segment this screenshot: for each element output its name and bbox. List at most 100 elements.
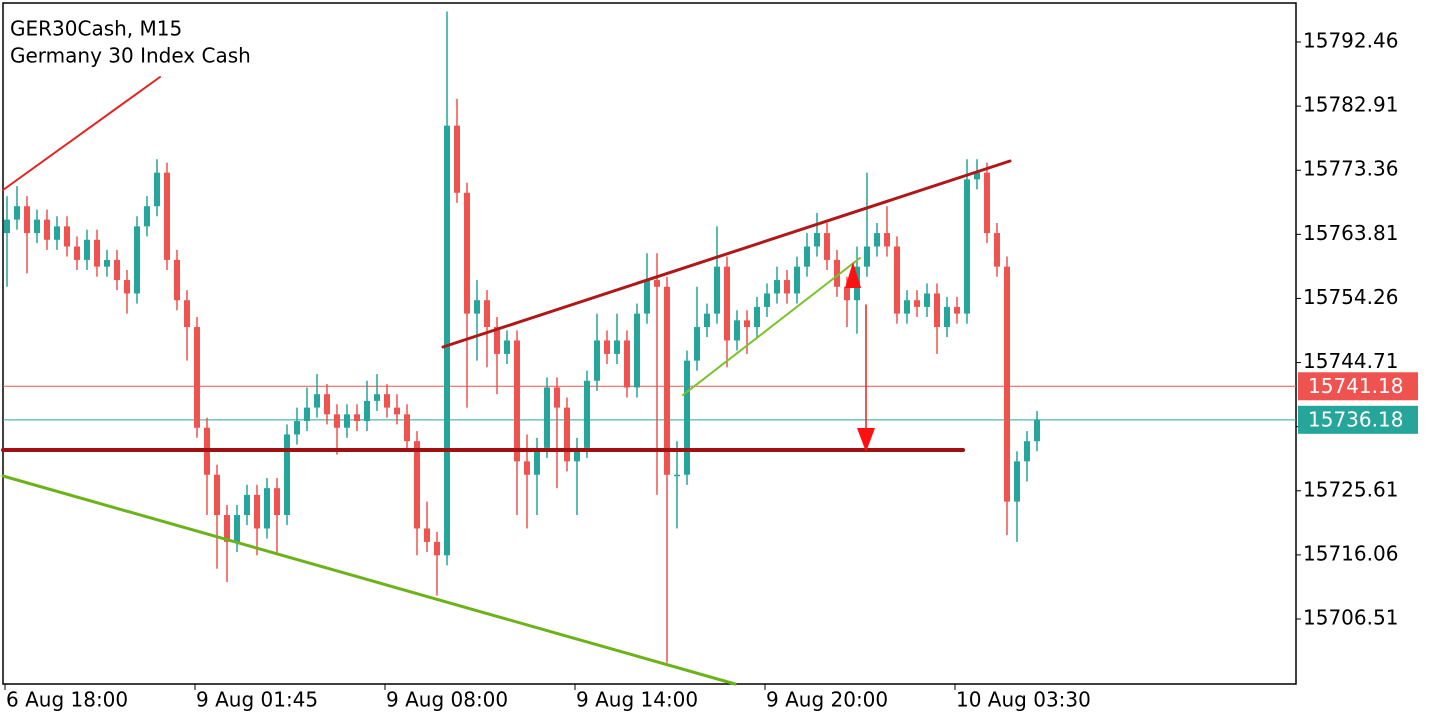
candle-body: [684, 360, 690, 475]
candle-body: [54, 226, 60, 240]
candle-body: [934, 293, 940, 328]
candle-body: [864, 246, 870, 267]
x-tick-label: 9 Aug 08:00: [386, 688, 508, 712]
candle-body: [824, 233, 830, 260]
y-tick-label: 15792.46: [1303, 29, 1398, 53]
candle-body: [1024, 441, 1030, 462]
candle-body: [174, 259, 180, 301]
candle-body: [874, 233, 880, 247]
candle-body: [564, 407, 570, 462]
candle-body: [474, 300, 480, 314]
candle-body: [754, 306, 760, 328]
candle-body: [984, 172, 990, 234]
candle-body: [534, 447, 540, 475]
x-tick-label: 6 Aug 18:00: [6, 688, 128, 712]
y-tick-label: 15744.71: [1303, 349, 1398, 373]
y-tick-label: 15725.61: [1303, 477, 1398, 501]
candle-body: [884, 233, 890, 247]
candle-body: [744, 320, 750, 328]
candle-body: [424, 528, 430, 542]
candle-body: [464, 192, 470, 314]
candle-body: [544, 387, 550, 448]
candle-body: [164, 172, 170, 260]
price-label-box: [1298, 372, 1418, 401]
candle-body: [244, 494, 250, 516]
candle-body: [554, 387, 560, 408]
candle-body: [904, 300, 910, 314]
candle-body: [194, 327, 200, 428]
candle-body: [44, 219, 50, 240]
candle-body: [444, 125, 450, 556]
price-label: 15736.18: [1308, 407, 1403, 431]
trend-line: [441, 159, 1012, 349]
trend-line: [2, 76, 161, 191]
candle-body: [924, 293, 930, 307]
candle-body: [644, 280, 650, 314]
candle-body: [954, 306, 960, 314]
candle-body: [794, 266, 800, 294]
x-tick-label: 9 Aug 20:00: [766, 688, 888, 712]
candle-body: [1034, 419, 1040, 442]
candle-body: [694, 327, 700, 361]
candle-body: [154, 172, 160, 207]
candle-body: [814, 233, 820, 247]
candle-body: [224, 515, 230, 542]
candle-body: [404, 414, 410, 442]
candle-body: [584, 380, 590, 448]
candle-body: [914, 300, 920, 307]
candle-body: [64, 226, 70, 247]
candle-body: [414, 441, 420, 529]
candle-body: [364, 400, 370, 422]
candle-body: [114, 259, 120, 281]
candle-body: [604, 340, 610, 354]
candle-body: [674, 474, 680, 477]
candle-body: [354, 414, 360, 422]
candle-body: [374, 394, 380, 401]
candle-body: [294, 421, 300, 435]
candle-body: [304, 407, 310, 422]
trend-line: [1, 474, 737, 686]
x-tick-label: 9 Aug 14:00: [576, 688, 698, 712]
candle-body: [974, 172, 980, 180]
x-tick-label: 9 Aug 01:45: [196, 688, 318, 712]
candle-body: [624, 340, 630, 388]
candle-body: [454, 125, 460, 193]
candle-body: [144, 206, 150, 227]
y-tick-label: 15763.81: [1303, 221, 1398, 245]
arrow-up: [845, 262, 861, 288]
candle-body: [594, 340, 600, 381]
candle-body: [524, 461, 530, 475]
chart-subtitle: Germany 30 Index Cash: [10, 44, 251, 68]
candle-body: [34, 219, 40, 234]
candle-body: [104, 259, 110, 267]
price-label-box: [1298, 405, 1418, 434]
candle-body: [714, 266, 720, 314]
candle-body: [134, 226, 140, 294]
drawings: [1, 76, 1012, 686]
candle-body: [234, 515, 240, 542]
candle-body: [84, 239, 90, 260]
y-tick-label: 15716.06: [1303, 541, 1398, 565]
candle-body: [734, 320, 740, 341]
candle-body: [264, 488, 270, 529]
candle-body: [14, 206, 20, 220]
candle-body: [964, 179, 970, 314]
candle-body: [664, 286, 670, 475]
x-tick-label: 10 Aug 03:30: [956, 688, 1091, 712]
y-tick-label: 15773.36: [1303, 157, 1398, 181]
candle-body: [784, 280, 790, 294]
candle-body: [334, 414, 340, 428]
candle-body: [844, 286, 850, 301]
candle-body: [704, 313, 710, 328]
candle-body: [894, 246, 900, 314]
candle-body: [94, 239, 100, 267]
candle-body: [764, 293, 770, 307]
price-label: 15741.18: [1308, 374, 1403, 398]
y-tick-label: 15782.91: [1303, 93, 1398, 117]
candle-body: [494, 327, 500, 354]
candle-body: [514, 340, 520, 462]
trend-line: [682, 257, 861, 396]
chart-title: GER30Cash, M15: [10, 17, 182, 41]
candle-body: [24, 206, 30, 234]
